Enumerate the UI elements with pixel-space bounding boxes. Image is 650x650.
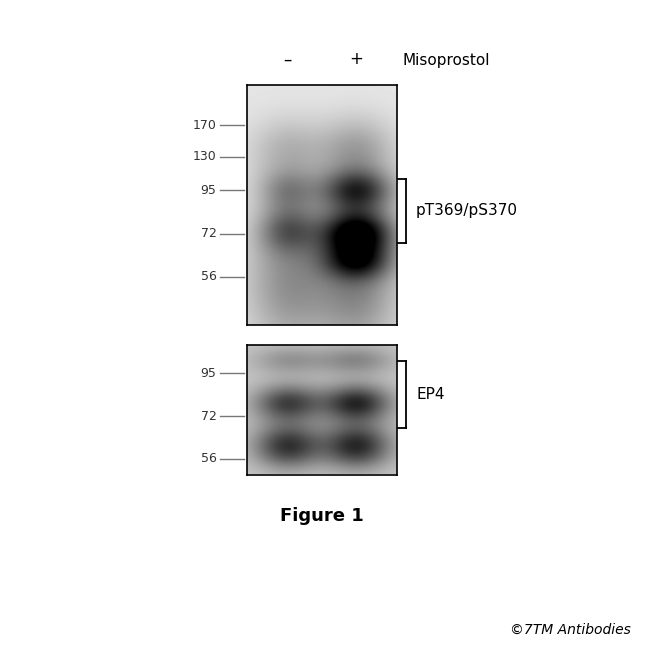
Text: Misoprostol: Misoprostol: [403, 53, 491, 68]
Text: Figure 1: Figure 1: [280, 507, 363, 525]
Text: ©7TM Antibodies: ©7TM Antibodies: [510, 623, 630, 637]
Text: 95: 95: [201, 184, 216, 197]
Text: 170: 170: [192, 119, 216, 132]
Text: pT369/pS370: pT369/pS370: [416, 203, 518, 218]
Text: 56: 56: [201, 452, 216, 465]
Text: 56: 56: [201, 270, 216, 283]
Text: 95: 95: [201, 367, 216, 380]
Text: 130: 130: [192, 150, 216, 163]
Text: +: +: [349, 50, 363, 68]
Text: 72: 72: [201, 227, 216, 240]
Text: EP4: EP4: [416, 387, 445, 402]
Text: –: –: [283, 50, 292, 68]
Text: 72: 72: [201, 410, 216, 422]
